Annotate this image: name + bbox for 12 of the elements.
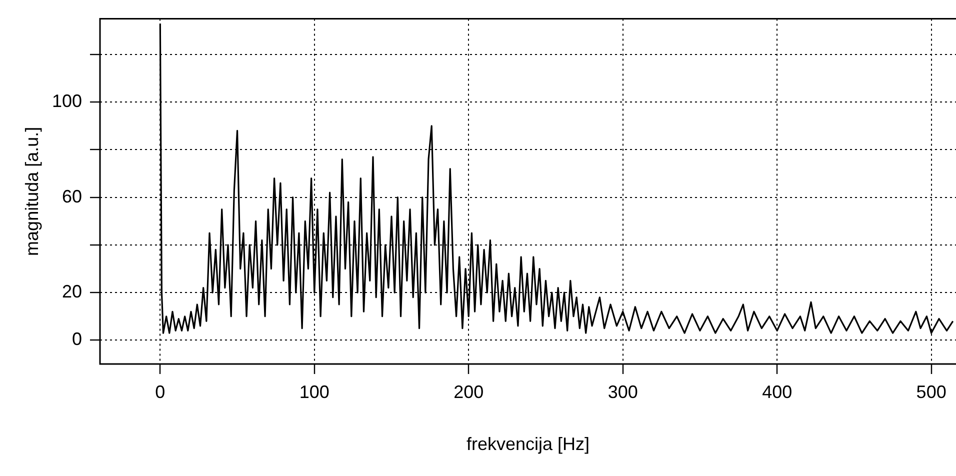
y-tick-label: 0 xyxy=(72,329,82,350)
x-tick-label: 200 xyxy=(454,382,484,402)
x-axis-title: frekvencija [Hz] xyxy=(466,434,590,454)
x-tick-label: 100 xyxy=(299,382,330,402)
y-tick-label: 100 xyxy=(52,91,82,112)
y-tick-label: 60 xyxy=(62,186,82,206)
y-tick-label: 20 xyxy=(62,282,82,302)
x-tick-label: 0 xyxy=(155,382,166,402)
x-tick-label: 300 xyxy=(608,382,638,402)
y-axis-title: magnituda [a.u.] xyxy=(22,126,42,256)
x-tick-label: 500 xyxy=(916,382,946,402)
x-tick-label: 400 xyxy=(762,382,792,402)
